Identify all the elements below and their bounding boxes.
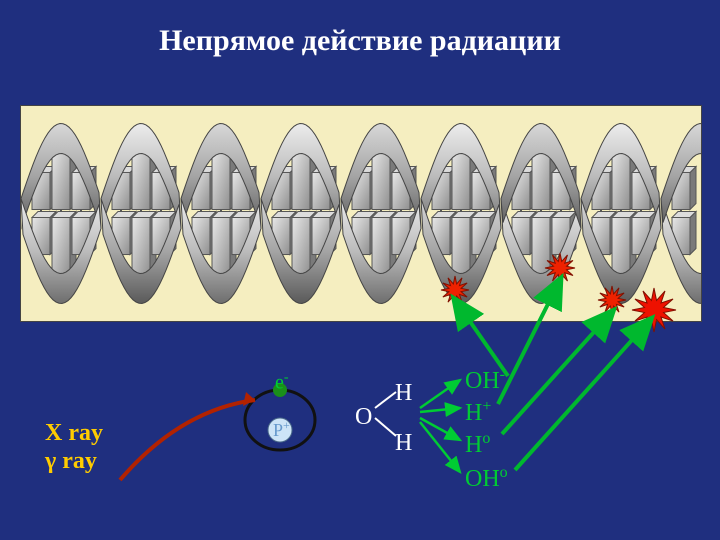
gammaray-label: γ ray xyxy=(45,448,97,475)
xray-label: X ray xyxy=(45,420,103,447)
H-plus-label: H+ xyxy=(465,398,491,427)
proton-label: P+ xyxy=(273,418,290,441)
water-H2-label: H xyxy=(395,430,412,457)
interaction-overlay xyxy=(0,0,720,540)
water-O-label: O xyxy=(355,404,372,431)
OH-minus-label: OH- xyxy=(465,366,505,395)
water-H1-label: H xyxy=(395,380,412,407)
electron-label: e- xyxy=(275,370,289,395)
OH-radical-label: OHo xyxy=(465,464,508,493)
H-radical-label: Ho xyxy=(465,430,490,459)
